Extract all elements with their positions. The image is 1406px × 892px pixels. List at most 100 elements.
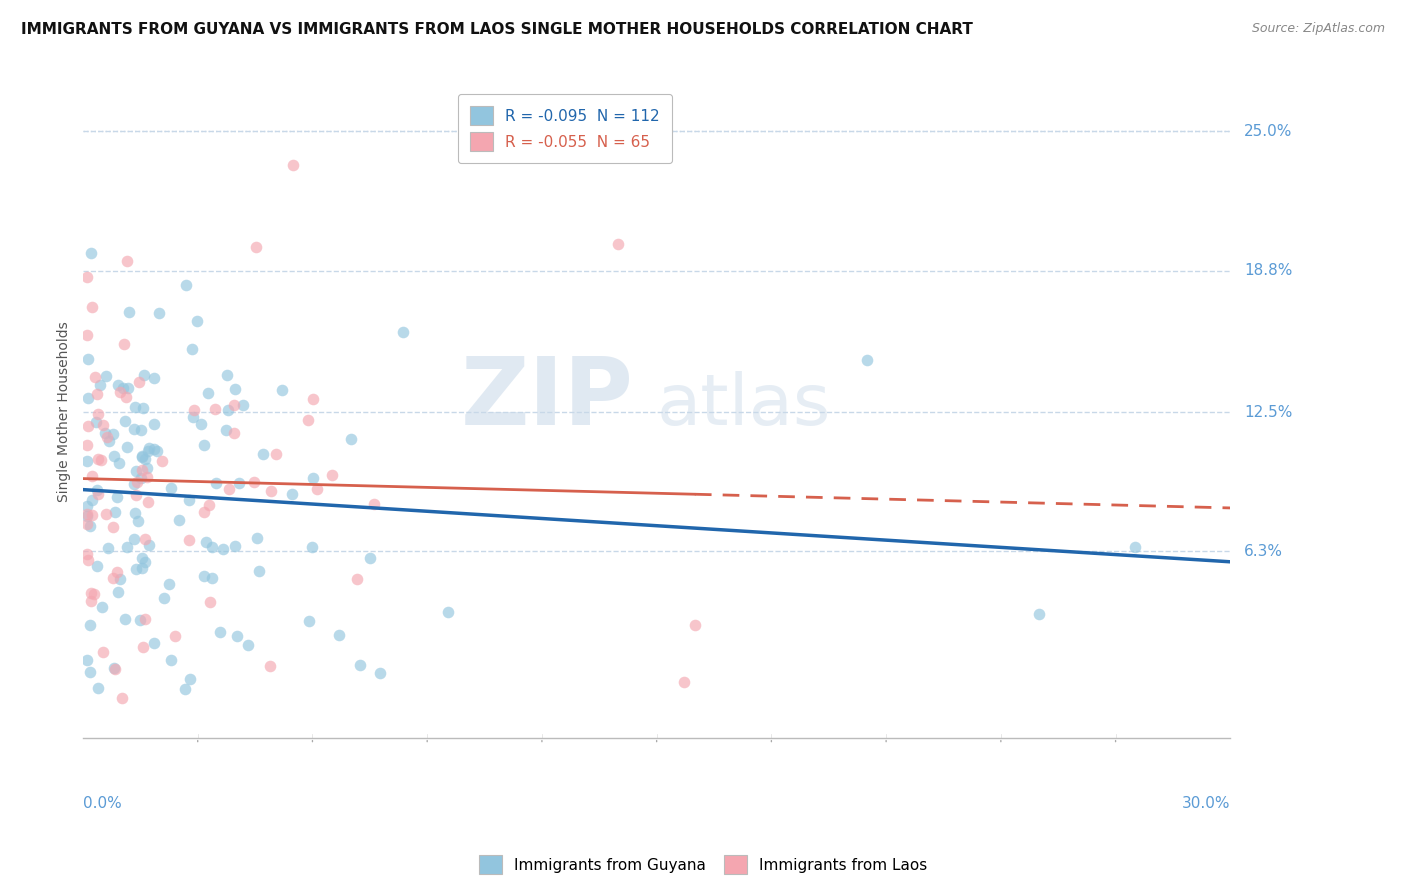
Immigrants from Guyana [359, 551, 381, 566]
Immigrants from Laos [76, 507, 98, 521]
Immigrants from Laos [86, 487, 108, 501]
Immigrants from Guyana [103, 449, 125, 463]
Immigrants from Guyana [135, 461, 157, 475]
Text: 0.0%: 0.0% [83, 797, 122, 812]
Immigrants from Laos [204, 402, 226, 417]
Immigrants from Guyana [76, 509, 98, 524]
Immigrants from Guyana [217, 403, 239, 417]
Immigrants from Guyana [86, 559, 108, 574]
Immigrants from Guyana [148, 306, 170, 320]
Immigrants from Laos [114, 336, 136, 351]
Immigrants from Guyana [124, 400, 146, 414]
Immigrants from Guyana [115, 540, 138, 554]
Immigrants from Laos [134, 532, 156, 546]
Immigrants from Guyana [214, 423, 236, 437]
Immigrants from Guyana [212, 542, 235, 557]
Immigrants from Laos [80, 585, 103, 599]
Text: ZIP: ZIP [461, 353, 634, 445]
Immigrants from Guyana [177, 493, 200, 508]
Text: 18.8%: 18.8% [1244, 263, 1292, 278]
Immigrants from Guyana [115, 440, 138, 454]
Immigrants from Laos [134, 612, 156, 626]
Immigrants from Guyana [125, 562, 148, 576]
Immigrants from Guyana [107, 584, 129, 599]
Immigrants from Guyana [131, 450, 153, 464]
Immigrants from Guyana [122, 532, 145, 546]
Immigrants from Laos [260, 483, 283, 498]
Immigrants from Laos [321, 468, 343, 483]
Immigrants from Laos [94, 507, 117, 521]
Immigrants from Guyana [77, 392, 100, 406]
Immigrants from Laos [266, 447, 288, 461]
Immigrants from Guyana [108, 456, 131, 470]
Immigrants from Guyana [339, 432, 361, 446]
Immigrants from Laos [363, 497, 385, 511]
Immigrants from Laos [183, 403, 205, 417]
Immigrants from Guyana [94, 368, 117, 383]
Immigrants from Laos [243, 475, 266, 490]
Immigrants from Laos [101, 571, 124, 585]
Text: 25.0%: 25.0% [1244, 124, 1292, 139]
Immigrants from Laos [91, 645, 114, 659]
Immigrants from Guyana [228, 475, 250, 490]
Immigrants from Guyana [114, 612, 136, 626]
Immigrants from Guyana [79, 618, 101, 632]
Immigrants from Guyana [193, 437, 215, 451]
Immigrants from Guyana [181, 409, 204, 424]
Immigrants from Guyana [87, 681, 110, 695]
Immigrants from Guyana [82, 493, 104, 508]
Immigrants from Guyana [122, 422, 145, 436]
Immigrants from Laos [128, 375, 150, 389]
Immigrants from Guyana [124, 507, 146, 521]
Y-axis label: Single Mother Households: Single Mother Households [58, 322, 72, 502]
Immigrants from Guyana [1028, 607, 1050, 622]
Immigrants from Laos [104, 662, 127, 676]
Immigrants from Laos [150, 453, 173, 467]
Immigrants from Guyana [76, 653, 98, 667]
Immigrants from Guyana [437, 605, 460, 619]
Immigrants from Guyana [105, 490, 128, 504]
Immigrants from Laos [127, 475, 149, 489]
Immigrants from Guyana [252, 447, 274, 461]
Immigrants from Guyana [224, 383, 246, 397]
Immigrants from Guyana [118, 305, 141, 319]
Immigrants from Guyana [103, 660, 125, 674]
Immigrants from Guyana [138, 442, 160, 456]
Immigrants from Laos [135, 470, 157, 484]
Immigrants from Guyana [79, 665, 101, 680]
Immigrants from Laos [302, 392, 325, 406]
Immigrants from Guyana [134, 556, 156, 570]
Immigrants from Guyana [215, 368, 238, 382]
Immigrants from Laos [82, 508, 104, 522]
Immigrants from Guyana [136, 444, 159, 458]
Immigrants from Guyana [79, 519, 101, 533]
Immigrants from Guyana [301, 471, 323, 485]
Immigrants from Guyana [146, 444, 169, 458]
Immigrants from Laos [83, 587, 105, 601]
Immigrants from Laos [197, 498, 219, 512]
Immigrants from Guyana [131, 561, 153, 575]
Immigrants from Guyana [142, 442, 165, 457]
Immigrants from Laos [193, 505, 215, 519]
Immigrants from Guyana [186, 314, 208, 328]
Immigrants from Laos [76, 269, 98, 284]
Immigrants from Guyana [349, 657, 371, 672]
Immigrants from Guyana [114, 414, 136, 428]
Immigrants from Guyana [97, 541, 120, 555]
Immigrants from Laos [198, 595, 221, 609]
Immigrants from Guyana [157, 576, 180, 591]
Immigrants from Guyana [127, 514, 149, 528]
Immigrants from Laos [283, 158, 305, 172]
Immigrants from Guyana [142, 417, 165, 431]
Immigrants from Laos [179, 533, 201, 548]
Immigrants from Laos [115, 254, 138, 268]
Text: Source: ZipAtlas.com: Source: ZipAtlas.com [1251, 22, 1385, 36]
Immigrants from Laos [132, 640, 155, 655]
Immigrants from Guyana [167, 513, 190, 527]
Immigrants from Laos [96, 430, 118, 444]
Immigrants from Guyana [112, 381, 135, 395]
Immigrants from Guyana [179, 673, 201, 687]
Immigrants from Guyana [86, 416, 108, 430]
Immigrants from Laos [101, 520, 124, 534]
Immigrants from Guyana [128, 613, 150, 627]
